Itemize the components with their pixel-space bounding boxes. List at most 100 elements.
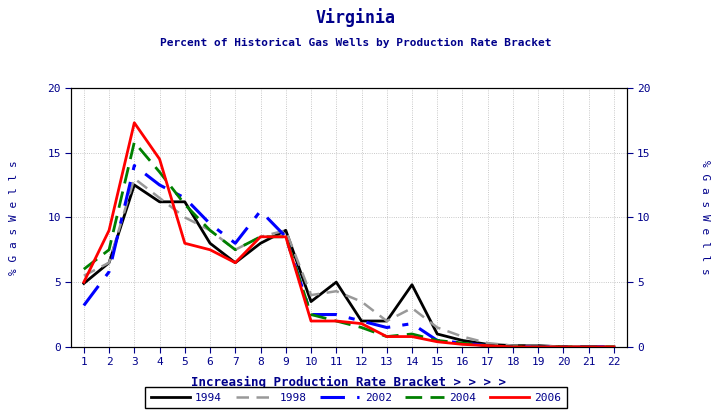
- Text: % G a s W e l l s: % G a s W e l l s: [700, 160, 710, 275]
- 2002: [181, 195, 189, 200]
- 2002: [534, 344, 543, 349]
- 2006: [281, 234, 290, 239]
- Line: 2002: 2002: [84, 166, 614, 347]
- 1994: [80, 281, 88, 286]
- 1994: [155, 199, 164, 204]
- Line: 1998: 1998: [84, 178, 614, 347]
- 1994: [609, 344, 618, 349]
- 1998: [105, 260, 113, 265]
- 1994: [130, 182, 139, 187]
- 2002: [559, 344, 567, 349]
- 2004: [508, 344, 517, 349]
- 2002: [332, 312, 340, 317]
- 1998: [256, 234, 265, 239]
- 2006: [585, 344, 593, 349]
- 2004: [307, 312, 315, 317]
- 1994: [408, 282, 417, 287]
- 2004: [332, 319, 340, 324]
- 2006: [206, 247, 214, 252]
- 1994: [281, 228, 290, 233]
- 2002: [281, 234, 290, 239]
- 2004: [609, 344, 618, 349]
- 1994: [459, 338, 467, 343]
- 2004: [281, 234, 290, 239]
- 1998: [585, 344, 593, 349]
- 2006: [105, 228, 113, 233]
- 2006: [130, 120, 139, 125]
- 1998: [357, 299, 366, 304]
- 1998: [433, 325, 441, 330]
- 2002: [80, 303, 88, 308]
- 1994: [508, 343, 517, 348]
- 1998: [408, 306, 417, 311]
- 1998: [559, 344, 567, 349]
- 1998: [206, 228, 214, 233]
- 1994: [105, 260, 113, 265]
- 2006: [181, 241, 189, 246]
- 2006: [307, 319, 315, 324]
- 2006: [256, 234, 265, 239]
- 2002: [433, 338, 441, 343]
- 1994: [181, 199, 189, 204]
- Text: Percent of Historical Gas Wells by Production Rate Bracket: Percent of Historical Gas Wells by Produ…: [160, 38, 552, 48]
- 1998: [483, 341, 492, 346]
- X-axis label: Increasing Production Rate Bracket > > > >: Increasing Production Rate Bracket > > >…: [192, 376, 506, 389]
- 1998: [231, 247, 239, 252]
- 2004: [206, 228, 214, 233]
- 2006: [382, 334, 391, 339]
- 2002: [508, 344, 517, 349]
- 1998: [508, 343, 517, 348]
- Line: 2004: 2004: [84, 142, 614, 347]
- 2006: [408, 334, 417, 339]
- 2006: [155, 156, 164, 161]
- 2004: [382, 334, 391, 339]
- 2002: [382, 325, 391, 330]
- 2004: [130, 140, 139, 145]
- 1998: [534, 343, 543, 348]
- 2006: [433, 339, 441, 344]
- 2004: [585, 344, 593, 349]
- 2004: [181, 202, 189, 207]
- 2006: [508, 344, 517, 349]
- Line: 2006: 2006: [84, 123, 614, 347]
- 1998: [307, 293, 315, 298]
- 1998: [80, 273, 88, 278]
- 2006: [483, 343, 492, 348]
- 1994: [357, 319, 366, 324]
- 2004: [534, 344, 543, 349]
- 2002: [155, 182, 164, 187]
- 2002: [307, 312, 315, 317]
- 1998: [155, 195, 164, 200]
- Line: 1994: 1994: [84, 185, 614, 347]
- 1994: [382, 319, 391, 324]
- 2006: [357, 321, 366, 326]
- 2002: [609, 344, 618, 349]
- 2002: [105, 269, 113, 274]
- 2004: [433, 338, 441, 343]
- 1994: [483, 342, 492, 347]
- 2002: [231, 241, 239, 246]
- 2002: [256, 208, 265, 213]
- 2004: [256, 234, 265, 239]
- Legend: 1994, 1998, 2002, 2004, 2006: 1994, 1998, 2002, 2004, 2006: [145, 387, 567, 408]
- 1998: [332, 289, 340, 294]
- 1998: [281, 228, 290, 233]
- 1998: [382, 319, 391, 324]
- 2006: [332, 319, 340, 324]
- 2002: [483, 343, 492, 348]
- 1994: [559, 344, 567, 349]
- 2002: [130, 163, 139, 168]
- 2004: [155, 170, 164, 175]
- 1994: [206, 241, 214, 246]
- Text: % G a s W e l l s: % G a s W e l l s: [9, 160, 19, 275]
- 2002: [585, 344, 593, 349]
- 1998: [609, 344, 618, 349]
- 2004: [80, 267, 88, 272]
- 2004: [357, 325, 366, 330]
- 1994: [307, 299, 315, 304]
- 2006: [534, 344, 543, 349]
- 2002: [206, 222, 214, 227]
- 2006: [559, 344, 567, 349]
- 1998: [130, 176, 139, 181]
- 2002: [357, 319, 366, 324]
